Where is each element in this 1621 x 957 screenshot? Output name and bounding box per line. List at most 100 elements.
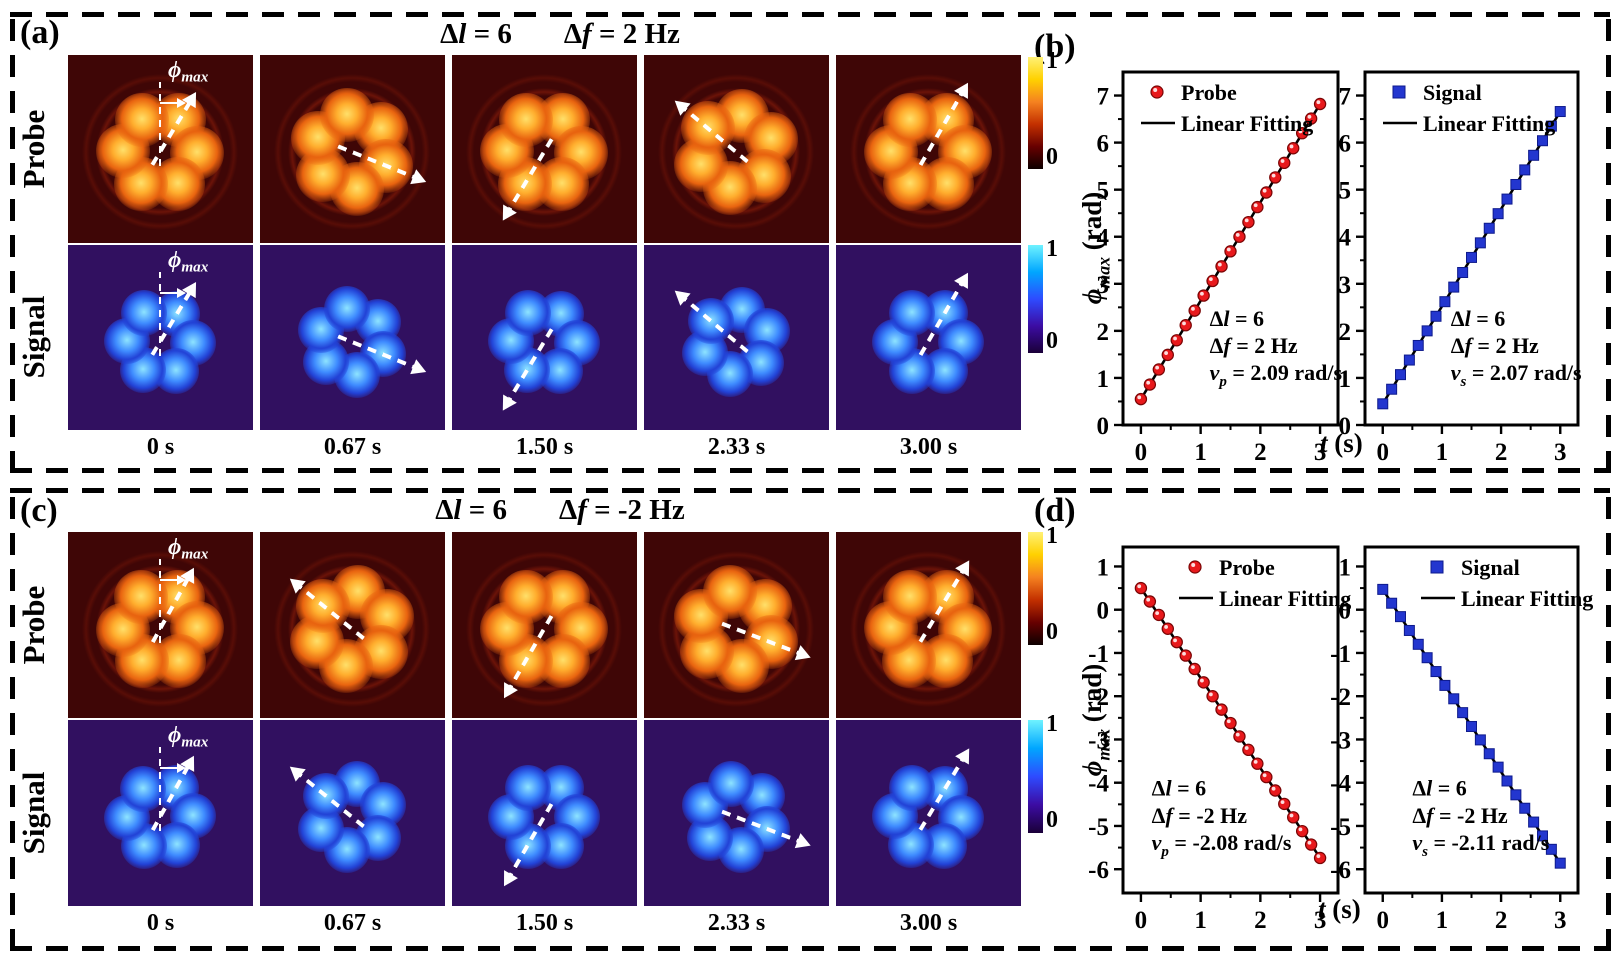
probe-beam-image-tile (644, 532, 829, 718)
legend: Signal Linear Fitting (1421, 555, 1593, 611)
svg-text:-2: -2 (1088, 684, 1109, 711)
svg-text:4: 4 (1339, 225, 1352, 252)
y-axis-label: ϕmax (rad) (1077, 191, 1114, 305)
svg-text:-3: -3 (1088, 727, 1109, 754)
probe-colorbar (1028, 532, 1043, 645)
phi-max-annotation: ϕmax (168, 247, 209, 276)
svg-text:Signal: Signal (1423, 80, 1482, 105)
svg-text:2: 2 (1495, 907, 1508, 934)
signal-beam-image-tile (452, 245, 637, 430)
svg-text:0: 0 (1339, 598, 1352, 625)
angle-marker-arrow-icon (160, 288, 186, 298)
top-box-border-right (1606, 12, 1611, 473)
signal-beam-image-tile (260, 720, 445, 906)
colorbar-max-label: 1 (1046, 523, 1058, 549)
signal-beam-image-tile (452, 720, 637, 906)
svg-text:1: 1 (1194, 907, 1207, 934)
beam-petal (113, 570, 168, 625)
angle-marker-arrow-icon (160, 575, 186, 585)
svg-text:0: 0 (1377, 907, 1390, 934)
probe-beam-image-tile: ϕmax (68, 55, 253, 243)
svg-text:3: 3 (1314, 907, 1327, 934)
beam-petal (883, 569, 938, 624)
colorbar-min-label: 0 (1046, 807, 1058, 833)
bottom-box-border-right (1606, 488, 1611, 951)
plot-frame (1363, 70, 1580, 427)
phi-max-annotation: ϕmax (168, 722, 209, 751)
angle-marker-arrow-icon (160, 98, 186, 108)
svg-text:0: 0 (1135, 907, 1148, 934)
beam-petal (889, 765, 935, 812)
legend: Probe Linear Fitting (1141, 80, 1313, 136)
svg-text:Probe: Probe (1181, 80, 1237, 105)
svg-text:1: 1 (1097, 554, 1110, 581)
signal-beam-image-tile (260, 245, 445, 430)
data-points (1134, 97, 1327, 406)
time-label: 1.50 s (515, 910, 574, 936)
svg-text:-5: -5 (1330, 814, 1351, 841)
probe-beam-image-tile (260, 55, 445, 243)
probe-beam-image-tile (836, 55, 1021, 243)
svg-text:0: 0 (1097, 598, 1110, 625)
x-axis-label: t (s) (1318, 894, 1361, 924)
svg-text:-3: -3 (1330, 727, 1351, 754)
svg-text:Linear Fitting: Linear Fitting (1461, 586, 1593, 611)
probe-beam-image-tile: ϕmax (68, 532, 253, 718)
colorbar-max-label: 1 (1046, 48, 1058, 74)
plot-frame (1363, 545, 1580, 895)
data-points (1377, 106, 1566, 410)
svg-text:3: 3 (1554, 439, 1567, 466)
bottom-box-border-left (10, 488, 15, 951)
signal-beam-image-tile (644, 245, 829, 430)
time-label: 2.33 s (707, 434, 766, 460)
svg-text:2: 2 (1339, 319, 1352, 346)
top-box-border-bottom (10, 468, 1610, 473)
svg-text:vp = -2.08 rad/s: vp = -2.08 rad/s (1152, 830, 1292, 860)
time-label: 0.67 s (323, 434, 382, 460)
vertical-reference-line (159, 559, 161, 643)
svg-text:-6: -6 (1330, 857, 1351, 884)
time-label: 0.67 s (323, 910, 382, 936)
angle-marker-arrow-icon (160, 763, 186, 773)
svg-text:vp = 2.09 rad/s: vp = 2.09 rad/s (1210, 360, 1343, 390)
time-label: 1.50 s (515, 434, 574, 460)
colorbar-min-label: 0 (1046, 619, 1058, 645)
svg-text:1: 1 (1436, 439, 1449, 466)
probe-beam-image-tile (836, 532, 1021, 718)
signal-colorbar (1028, 720, 1043, 833)
bottom-box-border-top (10, 488, 1610, 493)
svg-text:vs = -2.11 rad/s: vs = -2.11 rad/s (1412, 830, 1549, 860)
signal-phase-plot-b: 0 1 2 3 4 5 6 7 0 1 2 3 Signal Linear Fitting Δl = 6 Δf… (1339, 70, 1582, 466)
colorbar-max-label: 1 (1046, 236, 1058, 262)
svg-text:1: 1 (1339, 366, 1352, 393)
axes: 1 0 -1 -2 -3 -4 -5 -6 0 1 2 3 (1330, 554, 1566, 934)
svg-text:1: 1 (1339, 554, 1352, 581)
beam-petal (120, 765, 166, 812)
svg-text:Δf = -2 Hz: Δf = -2 Hz (1412, 803, 1508, 828)
plot-frame (1121, 70, 1340, 427)
colorbar-min-label: 0 (1046, 328, 1058, 354)
probe-colorbar (1028, 57, 1043, 169)
vertical-reference-line (159, 82, 161, 166)
vertical-reference-line (159, 272, 161, 356)
panel-c-signal-row-label: Signal (16, 771, 51, 855)
legend: Probe Linear Fitting (1179, 555, 1351, 611)
signal-beam-image-tile (644, 720, 829, 906)
svg-text:1: 1 (1097, 366, 1110, 393)
signal-colorbar (1028, 245, 1043, 353)
colorbar-min-label: 0 (1046, 144, 1058, 170)
panel-c-title: Δl = 6 Δf = -2 Hz (435, 494, 685, 526)
svg-text:Linear Fitting: Linear Fitting (1181, 111, 1313, 136)
svg-text:6: 6 (1339, 131, 1352, 158)
svg-text:-4: -4 (1088, 771, 1109, 798)
beam-petal (319, 88, 374, 143)
time-label: 2.33 s (707, 910, 766, 936)
plot-frame (1121, 545, 1340, 895)
svg-text:Δl = 6: Δl = 6 (1152, 776, 1206, 801)
svg-text:-1: -1 (1330, 641, 1351, 668)
svg-text:Δl = 6: Δl = 6 (1210, 306, 1264, 331)
vertical-reference-line (159, 747, 161, 831)
svg-text:-5: -5 (1088, 814, 1109, 841)
panel-c-probe-row-label: Probe (16, 585, 51, 665)
